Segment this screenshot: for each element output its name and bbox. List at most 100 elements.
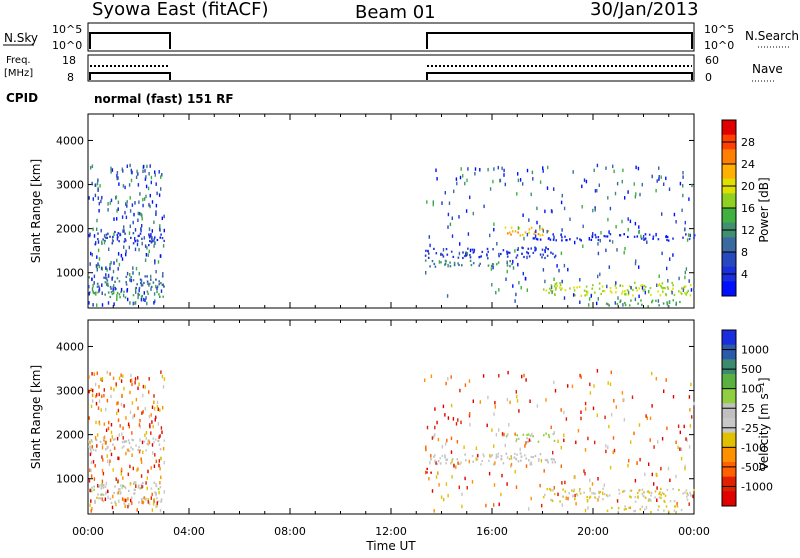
velocity-echo-cell: [92, 460, 95, 464]
velocity-echo-cell: [98, 497, 100, 500]
velocity-echo-cell: [138, 382, 140, 386]
velocity-echo-cell: [630, 496, 632, 499]
velocity-echo-cell: [602, 491, 604, 496]
velocity-echo-cell: [111, 505, 114, 510]
power-echo-cell: [140, 295, 143, 298]
power-echo-cell: [125, 202, 127, 206]
power-echo-cell: [98, 287, 101, 291]
power-echo-cell: [112, 235, 114, 238]
velocity-echo-cell: [425, 445, 427, 449]
velocity-echo-cell: [644, 496, 647, 499]
power-echo-cell: [151, 200, 154, 204]
power-echo-cell: [88, 276, 90, 279]
power-echo-cell: [522, 233, 524, 237]
power-echo-cell: [679, 291, 682, 294]
power-echo-cell: [641, 182, 643, 187]
velocity-echo-cell: [483, 455, 485, 458]
velocity-echo-cell: [163, 377, 166, 381]
nsky-trace: [89, 32, 693, 49]
nsky-panel: N.Sky 10^5 10^0 10^5 10^0 N.Search: [3, 22, 799, 52]
power-echo-cell: [498, 252, 500, 257]
velocity-echo-cell: [145, 449, 147, 452]
power-echo-cell: [603, 290, 606, 293]
velocity-echo-cell: [92, 448, 95, 451]
velocity-echo-cell: [623, 418, 626, 422]
power-echo-cell: [662, 286, 665, 290]
velocity-echo-cell: [118, 488, 120, 491]
velocity-echo-cell: [520, 455, 523, 458]
velocity-echo-cell: [559, 500, 561, 503]
velocity-echo-cell: [523, 373, 525, 378]
power-echo-cell: [506, 262, 508, 265]
power-echo-cell: [118, 240, 120, 243]
velocity-echo-cell: [88, 416, 90, 420]
power-echo-cell: [116, 294, 118, 298]
power-echo-cell: [107, 301, 110, 305]
x-tick-label: 04:00: [173, 525, 205, 538]
power-echo-cell: [563, 296, 566, 300]
velocity-echo-cell: [159, 466, 161, 471]
power-echo-cell: [106, 282, 108, 286]
velocity-echo-cell: [120, 472, 122, 476]
velocity-echo-cell: [531, 432, 533, 437]
velocity-echo-cell: [111, 435, 113, 439]
power-echo-cell: [535, 247, 537, 250]
velocity-colorbar-swatch: [722, 359, 736, 375]
velocity-echo-cell: [487, 395, 489, 400]
power-echo-cell: [95, 292, 97, 296]
velocity-echo-cell: [91, 440, 93, 443]
velocity-echo-cell: [90, 460, 93, 465]
power-echo-cell: [155, 203, 158, 208]
power-echo-cell: [126, 164, 128, 168]
power-echo-cell: [489, 187, 492, 191]
power-echo-cell: [519, 178, 522, 182]
velocity-echo-cell: [673, 509, 676, 512]
power-echo-cell: [106, 282, 109, 285]
velocity-echo-cell: [150, 466, 152, 470]
velocity-echo-cell: [645, 414, 647, 418]
velocity-echo-cell: [658, 505, 660, 508]
velocity-echo-cell: [553, 486, 555, 490]
velocity-echo-cell: [141, 411, 143, 415]
velocity-echo-cell: [464, 383, 467, 387]
velocity-echo-cell: [527, 440, 530, 443]
power-echo-cell: [675, 220, 677, 224]
velocity-echo-cell: [585, 407, 587, 411]
power-echo-cell: [526, 255, 528, 260]
power-echo-cell: [597, 238, 600, 242]
power-echo-cell: [452, 255, 455, 258]
velocity-echo-cell: [464, 476, 466, 481]
power-echo-cell: [553, 285, 556, 288]
power-echo-cell: [592, 284, 594, 287]
power-echo-cell: [665, 176, 667, 181]
power-echo-cell: [550, 289, 552, 292]
power-echo-cell: [556, 264, 558, 268]
velocity-echo-cell: [630, 440, 632, 444]
x-tick-label: 12:00: [375, 525, 407, 538]
power-echo-cell: [684, 275, 686, 280]
velocity-echo-cell: [109, 449, 112, 452]
power-echo-cell: [673, 212, 676, 217]
power-echo-cell: [118, 182, 120, 186]
velocity-echo-cell: [100, 493, 102, 496]
power-echo-cell: [126, 271, 129, 276]
power-echo-cell: [143, 164, 145, 169]
velocity-echo-cell: [145, 431, 148, 435]
power-echo-cell: [150, 241, 153, 244]
power-echo-cell: [433, 262, 436, 266]
velocity-echo-cell: [116, 401, 118, 406]
power-echo-cell: [497, 261, 500, 264]
power-echo-cell: [517, 226, 520, 230]
velocity-echo-cell: [132, 466, 134, 471]
power-echo-cell: [685, 233, 687, 236]
power-echo-cell: [609, 287, 612, 290]
power-echo-cell: [560, 234, 562, 237]
velocity-echo-cell: [117, 401, 119, 405]
power-echo-cell: [455, 177, 458, 181]
velocity-echo-cell: [649, 416, 652, 421]
velocity-echo-cell: [584, 448, 587, 452]
velocity-echo-cell: [124, 498, 126, 501]
power-echo-cell: [91, 164, 94, 168]
power-echo-cell: [648, 289, 650, 294]
velocity-echo-cell: [103, 484, 105, 487]
